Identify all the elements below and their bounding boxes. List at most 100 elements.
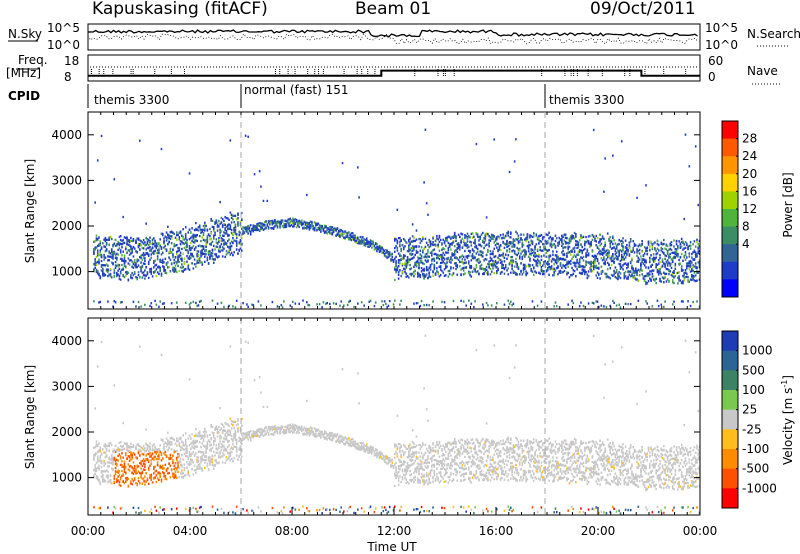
power-cell <box>679 243 682 246</box>
power-cell <box>576 261 578 264</box>
power-cell <box>128 250 131 253</box>
velocity-cell <box>215 444 218 447</box>
power-cell <box>284 223 286 226</box>
power-cell <box>413 302 415 305</box>
power-cell <box>94 201 96 204</box>
power-cell <box>657 258 660 262</box>
power-cell <box>205 253 207 256</box>
power-cell <box>689 244 692 247</box>
power-cell <box>526 235 529 238</box>
power-cell <box>253 225 256 228</box>
power-cell <box>554 246 557 249</box>
power-cell <box>622 256 624 259</box>
power-cell <box>645 282 647 286</box>
power-cell <box>633 251 636 254</box>
power-cell <box>385 251 387 254</box>
power-cell <box>464 266 466 269</box>
velocity-cell <box>211 458 214 461</box>
power-cell <box>112 254 114 258</box>
power-cell <box>455 249 457 252</box>
power-cell <box>541 236 544 239</box>
power-cell <box>158 247 160 250</box>
power-cell <box>693 240 696 243</box>
power-cell <box>600 257 603 260</box>
velocity-cell <box>132 468 135 472</box>
power-cell <box>110 250 113 253</box>
power-cell <box>613 261 615 265</box>
power-cell <box>117 242 119 246</box>
velocity-cell <box>150 459 153 462</box>
power-cell <box>192 236 195 240</box>
power-cell <box>608 276 610 279</box>
power-cell <box>345 231 348 234</box>
power-cell <box>355 236 358 240</box>
power-cell <box>98 253 100 256</box>
velocity-cell <box>195 445 197 448</box>
power-cell <box>596 252 599 256</box>
velocity-cell <box>144 480 146 483</box>
power-cell <box>573 249 576 252</box>
power-cell <box>137 244 140 248</box>
power-cell <box>446 236 448 239</box>
power-cell <box>225 242 228 245</box>
power-cell <box>451 236 453 239</box>
power-cell <box>652 259 655 262</box>
power-cell <box>596 259 599 263</box>
power-cell <box>144 274 146 277</box>
velocity-cell <box>109 474 112 477</box>
velocity-cell <box>130 453 132 456</box>
power-cell <box>373 248 376 251</box>
power-cell <box>568 251 571 254</box>
power-cell <box>383 252 386 256</box>
velocity-cell <box>108 465 110 468</box>
power-cell <box>603 258 605 261</box>
power-cell <box>212 237 215 240</box>
power-cell <box>230 221 233 224</box>
power-cell <box>446 265 448 268</box>
power-cell <box>124 260 127 263</box>
power-cell <box>202 224 205 228</box>
power-cell <box>187 250 190 253</box>
power-cell <box>521 257 524 261</box>
power-cell <box>183 257 186 260</box>
power-cell <box>427 249 429 252</box>
power-cell <box>418 237 420 241</box>
power-cell <box>197 226 200 229</box>
power-cell <box>557 266 559 269</box>
velocity-cell <box>175 449 178 453</box>
power-cell <box>436 261 438 264</box>
power-cell <box>303 227 306 230</box>
power-cell <box>671 273 674 276</box>
power-cell <box>117 269 119 272</box>
power-cell <box>618 242 620 246</box>
power-cell <box>481 239 484 242</box>
velocity-cell <box>173 451 176 454</box>
power-cell <box>432 237 434 240</box>
power-cell <box>615 247 618 250</box>
power-cell <box>399 244 401 248</box>
power-cell <box>276 226 279 229</box>
power-cell <box>550 260 553 263</box>
power-cell <box>104 245 107 249</box>
power-cell <box>538 271 540 274</box>
power-cell <box>154 245 156 248</box>
power-cell <box>569 235 572 238</box>
power-cell <box>464 243 466 247</box>
power-cell <box>629 238 632 241</box>
velocity-cell <box>119 463 122 466</box>
power-cell <box>131 271 133 275</box>
power-cell <box>591 265 594 268</box>
power-cell <box>679 246 682 249</box>
power-cell <box>508 250 511 253</box>
power-cell <box>470 302 473 305</box>
power-cell <box>603 262 605 265</box>
power-cell <box>304 221 307 224</box>
velocity-cell <box>99 460 102 463</box>
power-cell <box>289 217 292 220</box>
power-cell <box>239 247 242 250</box>
power-cell <box>554 260 557 264</box>
power-cell <box>657 273 660 276</box>
power-cell <box>103 245 105 248</box>
velocity-cell <box>95 469 98 473</box>
